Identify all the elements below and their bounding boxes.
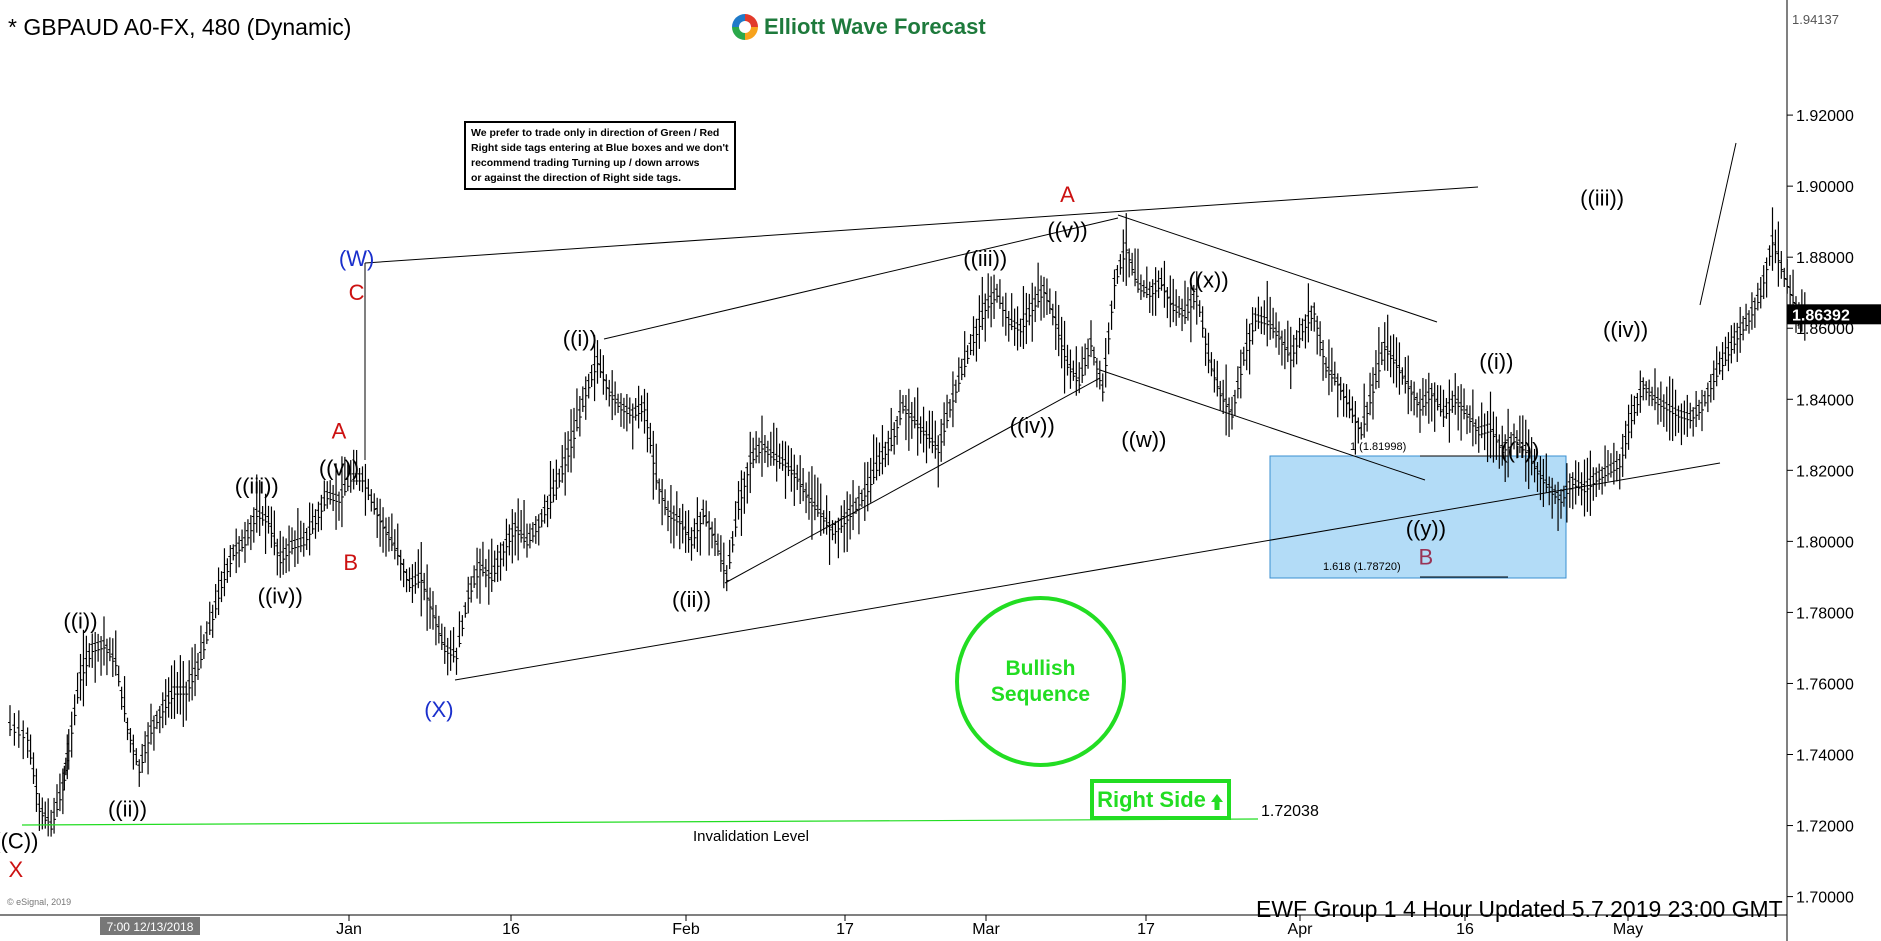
last-price-value: 1.86392 bbox=[1792, 307, 1850, 324]
y-axis-top-label: 1.94137 bbox=[1792, 12, 1839, 27]
chart-symbol-title: * GBPAUD A0-FX, 480 (Dynamic) bbox=[8, 14, 352, 40]
wave-label: B bbox=[343, 550, 358, 575]
y-tick-label: 1.78000 bbox=[1796, 605, 1854, 622]
right-side-text: Right Side bbox=[1097, 786, 1206, 812]
x-tick-label: 17 bbox=[836, 921, 854, 938]
bullish-sequence-badge: Bullish Sequence bbox=[955, 596, 1126, 767]
wave-label: ((iv)) bbox=[1010, 413, 1055, 438]
x-tick-label: May bbox=[1613, 921, 1643, 938]
trendline-lower bbox=[454, 462, 1721, 681]
wave-label: ((iii)) bbox=[963, 246, 1007, 271]
y-tick-label: 1.90000 bbox=[1796, 179, 1854, 196]
fib-level-label: 1 (1.81998) bbox=[1350, 441, 1406, 453]
wave-label: ((x)) bbox=[1188, 267, 1228, 292]
wave-label: B bbox=[1419, 544, 1434, 569]
wave-label: ((ii)) bbox=[108, 797, 147, 822]
notice-line: We prefer to trade only in direction of … bbox=[471, 127, 720, 139]
wave-label: C bbox=[349, 280, 365, 305]
notice-line: recommend trading Turning up / down arro… bbox=[471, 157, 700, 169]
trendline-upper bbox=[364, 186, 1479, 264]
y-tick-label: 1.72000 bbox=[1796, 819, 1854, 836]
wave-label: ((iv)) bbox=[1603, 317, 1648, 342]
y-tick-label: 1.84000 bbox=[1796, 392, 1854, 409]
channel-upper bbox=[603, 217, 1119, 340]
invalidation-line bbox=[21, 818, 1259, 826]
correction-channel-upper bbox=[1117, 214, 1438, 323]
wave-label: (W) bbox=[339, 246, 374, 271]
wave-label: ((iv)) bbox=[258, 584, 303, 609]
invalidation-label: Invalidation Level bbox=[693, 828, 809, 845]
wave-label: ((y)) bbox=[1406, 516, 1446, 541]
x-tick-label: Mar bbox=[972, 921, 1000, 938]
wave-label: ((i)) bbox=[63, 608, 97, 633]
blue-box-target-zone bbox=[1269, 455, 1567, 579]
correction-channel-lower bbox=[1099, 369, 1426, 481]
fib-level-label: 1.618 (1.78720) bbox=[1323, 561, 1401, 573]
arrow-up-icon bbox=[1210, 791, 1224, 810]
x-tick-label: Apr bbox=[1288, 921, 1314, 938]
cursor-date-label: 7:00 12/13/2018 bbox=[107, 920, 194, 934]
wave-label: ((ii)) bbox=[1500, 438, 1539, 463]
brand-name: Elliott Wave Forecast bbox=[764, 14, 986, 39]
x-tick-label: Feb bbox=[672, 921, 700, 938]
wave-label: ((v)) bbox=[1047, 218, 1087, 243]
wave-label: ((C)) bbox=[0, 829, 38, 854]
right-side-tag: Right Side bbox=[1090, 779, 1231, 820]
y-tick-label: 1.86000 bbox=[1796, 321, 1854, 338]
wave-label: ((ii)) bbox=[672, 587, 711, 612]
y-tick-label: 1.80000 bbox=[1796, 534, 1854, 551]
y-tick-label: 1.70000 bbox=[1796, 890, 1854, 907]
wave-label: ((w)) bbox=[1121, 427, 1166, 452]
wave-label: ((v)) bbox=[319, 456, 359, 481]
wave-label: ((iii)) bbox=[1580, 186, 1624, 211]
x-tick-label: 16 bbox=[502, 921, 520, 938]
trading-notice: We prefer to trade only in direction of … bbox=[464, 121, 736, 190]
bullish-text: Bullish bbox=[1005, 656, 1076, 680]
notice-line: or against the direction of Right side t… bbox=[471, 172, 682, 184]
y-tick-label: 1.74000 bbox=[1796, 748, 1854, 765]
update-footer: EWF Group 1 4 Hour Updated 5.7.2019 23:0… bbox=[1256, 896, 1783, 922]
wave-label: A bbox=[1060, 182, 1075, 207]
y-tick-label: 1.88000 bbox=[1796, 250, 1854, 267]
wave-label: ((i)) bbox=[1479, 349, 1513, 374]
invalidation-value: 1.72038 bbox=[1261, 803, 1319, 820]
copyright-text: © eSignal, 2019 bbox=[7, 897, 72, 907]
cursor-date-box bbox=[100, 917, 200, 935]
x-tick-label: Jan bbox=[336, 921, 362, 938]
notice-line: Right side tags entering at Blue boxes a… bbox=[471, 142, 729, 154]
wave-label: (X) bbox=[424, 697, 453, 722]
brand-logo: Elliott Wave Forecast bbox=[732, 14, 986, 40]
wave-label: A bbox=[332, 418, 347, 443]
y-tick-label: 1.92000 bbox=[1796, 108, 1854, 125]
channel-lower bbox=[724, 377, 1101, 584]
x-tick-label: 17 bbox=[1137, 921, 1155, 938]
projection-line bbox=[1699, 142, 1737, 306]
y-tick-label: 1.76000 bbox=[1796, 676, 1854, 693]
wave-label: ((i)) bbox=[563, 326, 597, 351]
sequence-text: Sequence bbox=[990, 682, 1091, 706]
wave-label: X bbox=[9, 857, 24, 882]
last-price-tag bbox=[1787, 304, 1881, 325]
x-tick-label: 16 bbox=[1456, 921, 1474, 938]
wave-label: ((iii)) bbox=[235, 473, 279, 498]
logo-mark-icon bbox=[732, 14, 758, 40]
y-tick-label: 1.82000 bbox=[1796, 463, 1854, 480]
